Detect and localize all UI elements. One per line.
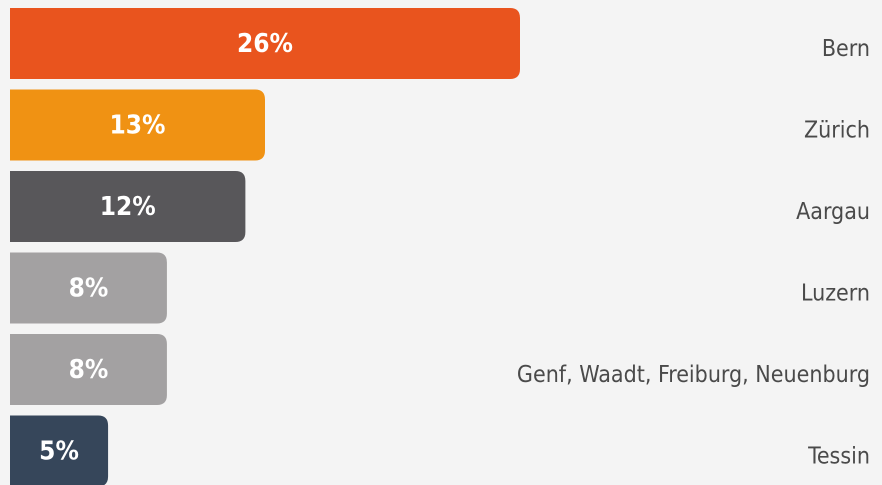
bar (10, 334, 167, 405)
bar (10, 415, 109, 485)
category-label: Aargau (796, 199, 870, 225)
bar (10, 252, 167, 324)
category-label: Luzern (801, 281, 870, 307)
bar (10, 89, 265, 161)
value-label: 8% (69, 274, 109, 304)
category-label: Bern (822, 36, 870, 62)
bar (10, 8, 520, 79)
value-label: 26% (237, 29, 293, 59)
category-label: Tessin (807, 444, 870, 470)
category-label: Zürich (804, 118, 870, 144)
category-label: Genf, Waadt, Freiburg, Neuenburg (517, 362, 870, 388)
value-label: 5% (39, 437, 79, 467)
bar (10, 171, 246, 242)
value-label: 13% (110, 111, 166, 141)
value-label: 8% (69, 355, 109, 385)
value-label: 12% (100, 192, 156, 222)
